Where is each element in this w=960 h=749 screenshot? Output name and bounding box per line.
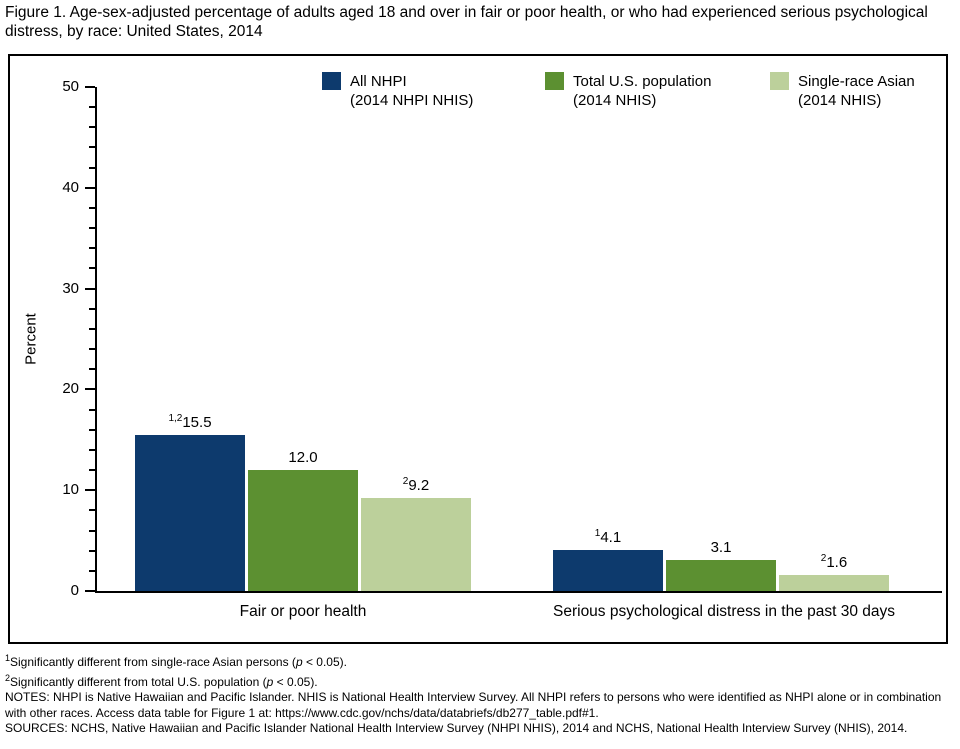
y-minor-tick <box>89 327 95 330</box>
y-minor-tick <box>89 569 95 572</box>
y-minor-tick <box>89 529 95 532</box>
x-category-fair-or-poor-health: Fair or poor health <box>239 603 367 620</box>
chart-frame: All NHPI (2014 NHPI NHIS) Total U.S. popu… <box>8 54 948 644</box>
y-tick-label: 40 <box>62 178 79 196</box>
y-minor-tick <box>89 126 95 129</box>
bar-cell: 21.6 <box>779 552 889 591</box>
legend-entry-total-us: Total U.S. population (2014 NHIS) <box>545 72 711 110</box>
y-minor-tick <box>89 509 95 512</box>
bar-cell: 12.0 <box>248 449 358 591</box>
y-minor-tick <box>89 448 95 451</box>
y-minor-tick <box>89 307 95 310</box>
y-tick-label: 10 <box>62 481 79 499</box>
notes-text: NOTES: NHPI is Native Hawaiian and Pacif… <box>5 690 942 720</box>
legend-swatch-all-nhpi <box>322 72 341 90</box>
legend-label-single-race-asian: Single-race Asian (2014 NHIS) <box>798 73 915 109</box>
bar-cell: 3.1 <box>666 539 776 591</box>
bar-all-nhpi-distress <box>553 549 663 591</box>
y-minor-tick <box>89 146 95 149</box>
y-major-tick <box>85 489 95 492</box>
footnote-2: 2Significantly different from total U.S.… <box>5 672 318 689</box>
y-minor-tick <box>89 428 95 431</box>
y-minor-tick <box>89 408 95 411</box>
bar-cell: 1,215.5 <box>135 412 245 591</box>
bar-group-psychological-distress: 14.1 3.1 21.6 <box>553 527 889 591</box>
y-minor-tick <box>89 106 95 109</box>
y-minor-tick <box>89 469 95 472</box>
bar-value-total-us-fair-poor: 12.0 <box>288 449 318 466</box>
footnote-1: 1Significantly different from single-rac… <box>5 653 347 669</box>
y-minor-tick <box>89 348 95 351</box>
bar-cell: 14.1 <box>553 527 663 591</box>
y-tick-label: 50 <box>62 78 79 95</box>
bar-single-race-asian-fair-poor <box>361 498 471 591</box>
plot-area: 1,215.5 12.0 29.2 14.1 3.1 21 <box>62 78 942 620</box>
bar-value-total-us-distress: 3.1 <box>710 538 732 556</box>
bar-value-all-nhpi-fair-poor: 1,215.5 <box>168 412 212 431</box>
y-major-tick <box>85 86 95 88</box>
y-major-tick <box>85 287 95 290</box>
bar-value-single-race-asian-distress: 21.6 <box>820 552 848 571</box>
bar-value-single-race-asian-fair-poor: 29.2 <box>402 476 430 495</box>
legend-label-all-nhpi: All NHPI (2014 NHPI NHIS) <box>350 73 474 109</box>
y-major-tick <box>85 590 95 592</box>
y-major-tick <box>85 186 95 189</box>
bar-single-race-asian-distress <box>779 574 889 591</box>
legend-swatch-total-us <box>545 72 564 90</box>
y-minor-tick <box>89 206 95 209</box>
bar-all-nhpi-fair-poor <box>135 434 245 591</box>
y-tick-label: 0 <box>70 582 79 599</box>
footnotes-block: 1Significantly different from single-rac… <box>5 651 955 737</box>
y-minor-tick <box>89 368 95 371</box>
legend-swatch-single-race-asian <box>770 72 789 90</box>
bar-group-fair-or-poor-health: 1,215.5 12.0 29.2 <box>135 412 471 591</box>
y-tick-label: 30 <box>62 279 79 297</box>
y-minor-tick <box>89 267 95 270</box>
sources-text: SOURCES: NCHS, Native Hawaiian and Pacif… <box>5 721 908 735</box>
legend-label-total-us: Total U.S. population (2014 NHIS) <box>573 73 712 109</box>
legend-entry-all-nhpi: All NHPI (2014 NHPI NHIS) <box>322 72 473 110</box>
y-axis-title: Percent <box>22 313 40 365</box>
figure-title: Figure 1. Age-sex-adjusted percentage of… <box>5 4 928 40</box>
bar-value-all-nhpi-distress: 14.1 <box>594 527 622 546</box>
y-tick-label: 20 <box>62 380 79 398</box>
bar-cell: 29.2 <box>361 477 471 591</box>
bar-total-us-distress <box>666 559 776 591</box>
x-category-psychological-distress: Serious psychological distress in the pa… <box>553 603 896 620</box>
y-minor-tick <box>89 227 95 230</box>
y-minor-tick <box>89 247 95 250</box>
y-major-tick <box>85 388 95 391</box>
y-minor-tick <box>89 549 95 552</box>
bar-total-us-fair-poor <box>248 470 358 591</box>
legend-entry-single-race-asian: Single-race Asian (2014 NHIS) <box>770 72 915 110</box>
y-minor-tick <box>89 166 95 169</box>
